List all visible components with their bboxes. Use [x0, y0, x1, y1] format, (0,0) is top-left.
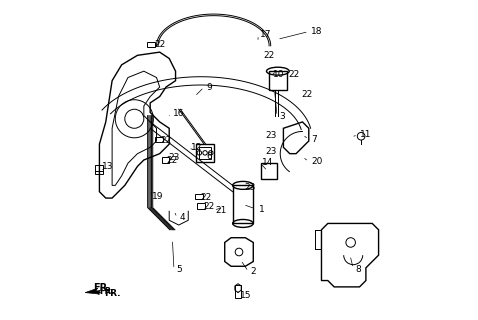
Bar — [196, 144, 214, 162]
Bar — [147, 42, 154, 47]
Text: 23: 23 — [168, 153, 180, 162]
Bar — [95, 165, 103, 174]
Polygon shape — [85, 288, 98, 294]
Text: 2: 2 — [251, 267, 256, 276]
Bar — [155, 137, 163, 142]
Text: 21: 21 — [216, 206, 227, 215]
Text: 15: 15 — [239, 291, 251, 300]
Bar — [235, 285, 241, 298]
Bar — [199, 147, 211, 159]
Text: 22: 22 — [203, 202, 215, 211]
Bar — [162, 157, 169, 163]
FancyArrowPatch shape — [96, 291, 100, 294]
Text: 13: 13 — [102, 163, 113, 172]
Text: FR.: FR. — [104, 289, 120, 298]
Text: 14: 14 — [262, 158, 273, 167]
Bar — [261, 163, 277, 179]
Text: 18: 18 — [311, 27, 323, 36]
Text: 19: 19 — [152, 192, 164, 201]
Text: 10: 10 — [273, 70, 284, 79]
Text: 23: 23 — [265, 131, 276, 140]
Text: 20: 20 — [311, 157, 322, 166]
Text: 16: 16 — [173, 108, 185, 117]
Text: FR.: FR. — [93, 283, 111, 293]
Text: 22: 22 — [154, 40, 165, 49]
Bar — [195, 194, 203, 199]
Text: 17: 17 — [260, 30, 272, 39]
Text: 23: 23 — [244, 183, 256, 192]
Text: 22: 22 — [289, 70, 300, 79]
Text: 6: 6 — [206, 152, 212, 161]
Text: 22: 22 — [200, 193, 211, 202]
Bar — [269, 71, 287, 90]
Bar — [197, 204, 205, 209]
Text: 22: 22 — [167, 156, 178, 165]
Text: 22: 22 — [263, 52, 275, 60]
Text: 1: 1 — [259, 205, 264, 214]
Text: 9: 9 — [206, 83, 212, 92]
Text: 5: 5 — [176, 265, 182, 274]
Text: 8: 8 — [356, 265, 361, 274]
Text: FR.: FR. — [99, 287, 115, 296]
Bar — [233, 185, 253, 223]
Text: 7: 7 — [311, 135, 317, 144]
Text: 4: 4 — [179, 213, 185, 222]
Text: 22: 22 — [160, 135, 172, 145]
Text: 3: 3 — [279, 112, 285, 121]
Text: 11: 11 — [360, 130, 372, 139]
Text: 12: 12 — [190, 143, 202, 152]
Text: 23: 23 — [265, 147, 276, 156]
Text: 22: 22 — [302, 90, 313, 99]
